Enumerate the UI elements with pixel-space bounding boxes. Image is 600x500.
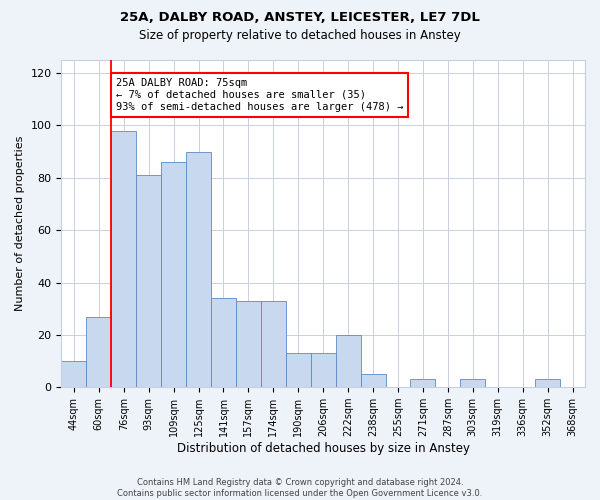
Text: Size of property relative to detached houses in Anstey: Size of property relative to detached ho…: [139, 29, 461, 42]
Bar: [335, 335, 361, 387]
Bar: [361, 374, 386, 387]
Bar: [261, 301, 286, 387]
Bar: [535, 380, 560, 387]
Bar: [211, 298, 236, 387]
Text: 25A DALBY ROAD: 75sqm
← 7% of detached houses are smaller (35)
93% of semi-detac: 25A DALBY ROAD: 75sqm ← 7% of detached h…: [116, 78, 403, 112]
Bar: [61, 361, 86, 387]
Bar: [111, 130, 136, 387]
Bar: [161, 162, 186, 387]
Bar: [186, 152, 211, 387]
Text: Contains HM Land Registry data © Crown copyright and database right 2024.
Contai: Contains HM Land Registry data © Crown c…: [118, 478, 482, 498]
Y-axis label: Number of detached properties: Number of detached properties: [15, 136, 25, 312]
Bar: [311, 353, 335, 387]
Bar: [286, 353, 311, 387]
Bar: [236, 301, 261, 387]
Bar: [410, 380, 436, 387]
Bar: [460, 380, 485, 387]
Text: 25A, DALBY ROAD, ANSTEY, LEICESTER, LE7 7DL: 25A, DALBY ROAD, ANSTEY, LEICESTER, LE7 …: [120, 11, 480, 24]
Bar: [136, 175, 161, 387]
X-axis label: Distribution of detached houses by size in Anstey: Distribution of detached houses by size …: [177, 442, 470, 455]
Bar: [86, 316, 111, 387]
